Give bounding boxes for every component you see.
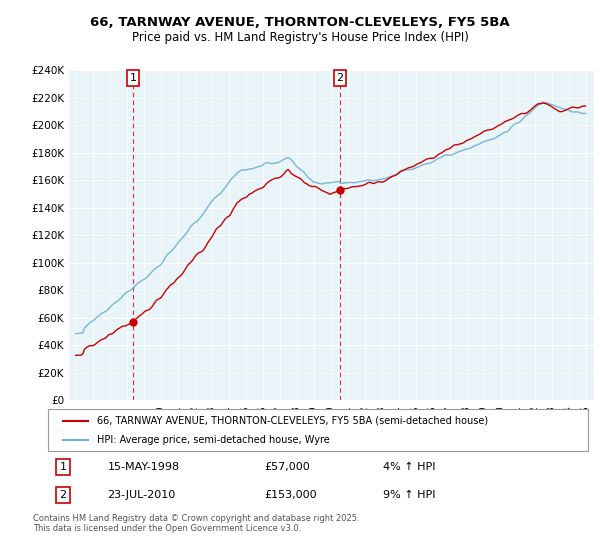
Text: Contains HM Land Registry data © Crown copyright and database right 2025.
This d: Contains HM Land Registry data © Crown c… [33, 514, 359, 534]
Text: 9% ↑ HPI: 9% ↑ HPI [383, 490, 436, 500]
Text: 4% ↑ HPI: 4% ↑ HPI [383, 462, 436, 472]
Text: £57,000: £57,000 [264, 462, 310, 472]
Text: 66, TARNWAY AVENUE, THORNTON-CLEVELEYS, FY5 5BA: 66, TARNWAY AVENUE, THORNTON-CLEVELEYS, … [90, 16, 510, 29]
FancyBboxPatch shape [48, 409, 588, 451]
Text: 15-MAY-1998: 15-MAY-1998 [107, 462, 179, 472]
Text: 2: 2 [59, 490, 67, 500]
Text: 2: 2 [337, 73, 344, 83]
Text: HPI: Average price, semi-detached house, Wyre: HPI: Average price, semi-detached house,… [97, 435, 329, 445]
Text: Price paid vs. HM Land Registry's House Price Index (HPI): Price paid vs. HM Land Registry's House … [131, 31, 469, 44]
Text: 1: 1 [59, 462, 67, 472]
Text: 1: 1 [130, 73, 137, 83]
Text: 23-JUL-2010: 23-JUL-2010 [107, 490, 176, 500]
Text: £153,000: £153,000 [264, 490, 317, 500]
Text: 66, TARNWAY AVENUE, THORNTON-CLEVELEYS, FY5 5BA (semi-detached house): 66, TARNWAY AVENUE, THORNTON-CLEVELEYS, … [97, 416, 488, 426]
